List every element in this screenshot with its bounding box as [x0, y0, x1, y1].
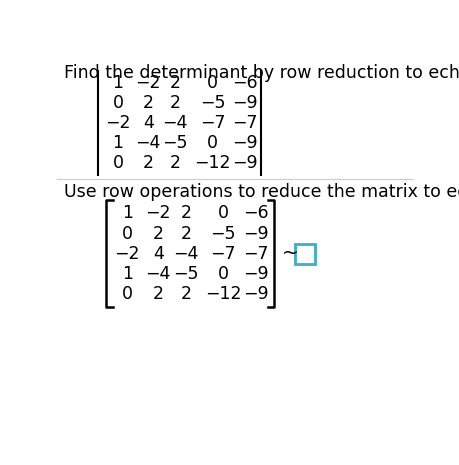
Text: −9: −9	[242, 285, 268, 303]
Text: 1: 1	[112, 74, 123, 92]
Text: −4: −4	[145, 265, 171, 283]
Text: 0: 0	[207, 74, 218, 92]
Text: −2: −2	[145, 205, 171, 222]
Text: −7: −7	[210, 245, 235, 263]
Text: 0: 0	[122, 225, 133, 243]
Text: 2: 2	[169, 94, 180, 112]
Text: −7: −7	[232, 114, 257, 132]
Text: ~: ~	[282, 244, 298, 263]
Text: 0: 0	[112, 94, 123, 112]
Text: 2: 2	[152, 225, 163, 243]
Text: 2: 2	[180, 205, 191, 222]
Text: 4: 4	[152, 245, 163, 263]
Text: −6: −6	[232, 74, 257, 92]
FancyBboxPatch shape	[294, 244, 314, 264]
Text: Find the determinant by row reduction to echelon form.: Find the determinant by row reduction to…	[63, 64, 459, 81]
Text: −7: −7	[243, 245, 268, 263]
Text: −9: −9	[242, 225, 268, 243]
Text: −12: −12	[205, 285, 241, 303]
Text: −5: −5	[210, 225, 235, 243]
Text: 2: 2	[169, 154, 180, 172]
Text: −5: −5	[199, 94, 225, 112]
Text: −4: −4	[135, 134, 161, 152]
Text: 1: 1	[122, 205, 133, 222]
Text: −7: −7	[199, 114, 225, 132]
Text: −12: −12	[194, 154, 230, 172]
Text: 2: 2	[180, 285, 191, 303]
Text: Use row operations to reduce the matrix to echelon form.: Use row operations to reduce the matrix …	[63, 183, 459, 201]
Text: −9: −9	[242, 265, 268, 283]
Text: 0: 0	[112, 154, 123, 172]
Text: 2: 2	[152, 285, 163, 303]
Text: 4: 4	[142, 114, 153, 132]
Text: −2: −2	[105, 114, 130, 132]
Text: 0: 0	[122, 285, 133, 303]
Text: −2: −2	[114, 245, 140, 263]
Text: 2: 2	[169, 74, 180, 92]
Text: 0: 0	[218, 265, 229, 283]
Text: 0: 0	[207, 134, 218, 152]
Text: −4: −4	[162, 114, 188, 132]
Text: −4: −4	[173, 245, 198, 263]
Text: 2: 2	[180, 225, 191, 243]
Text: −5: −5	[173, 265, 198, 283]
Text: 2: 2	[142, 94, 153, 112]
Text: −5: −5	[162, 134, 188, 152]
Text: −9: −9	[232, 154, 257, 172]
Text: −6: −6	[242, 205, 268, 222]
Text: 0: 0	[218, 205, 229, 222]
Text: 2: 2	[142, 154, 153, 172]
Text: 1: 1	[112, 134, 123, 152]
Text: −9: −9	[232, 94, 257, 112]
Text: −9: −9	[232, 134, 257, 152]
Text: −2: −2	[135, 74, 161, 92]
Text: 1: 1	[122, 265, 133, 283]
